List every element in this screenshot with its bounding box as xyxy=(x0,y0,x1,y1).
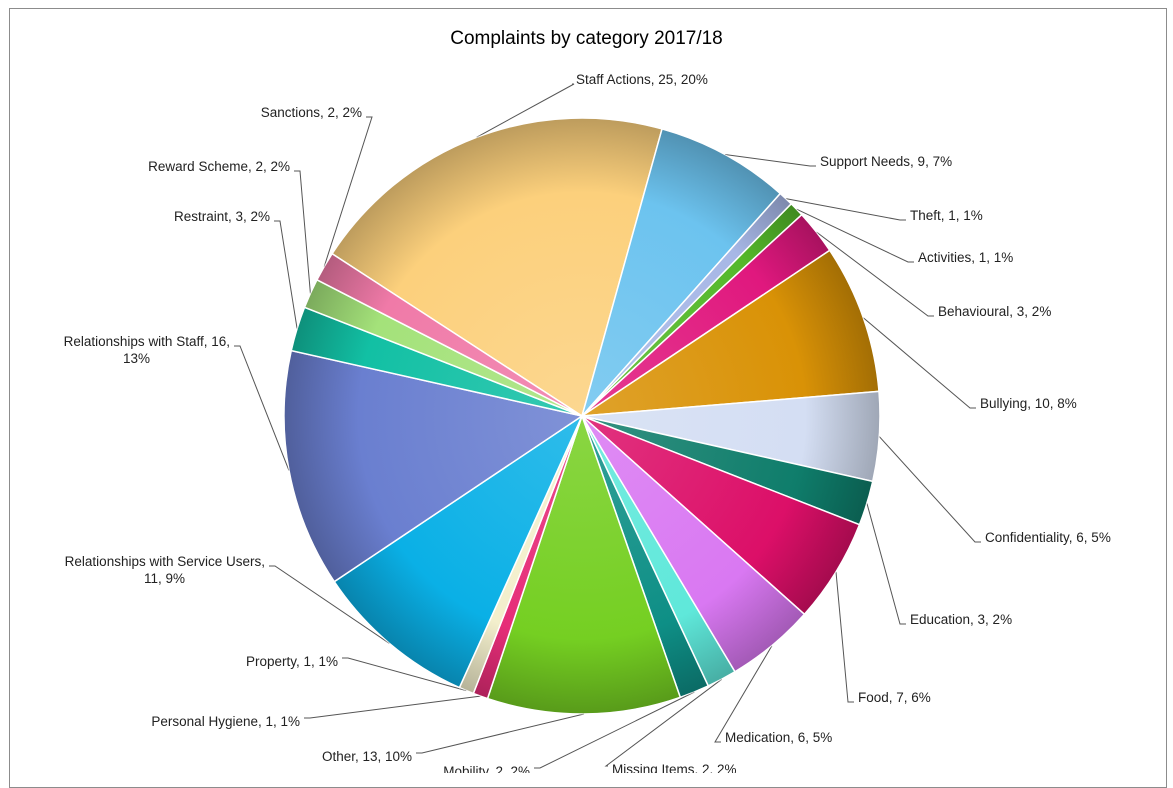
leader-line xyxy=(476,83,575,138)
data-label: Activities, 1, 1% xyxy=(918,250,1013,265)
data-label: Theft, 1, 1% xyxy=(910,208,983,223)
leader-line xyxy=(274,220,298,329)
data-label: Relationships with Staff, 16, 13% xyxy=(64,334,230,366)
data-label: Sanctions, 2, 2% xyxy=(261,105,362,120)
leader-line xyxy=(269,565,390,644)
data-label: Missing Items, 2, 2% xyxy=(612,762,737,773)
leader-line xyxy=(234,345,290,471)
leader-line xyxy=(724,154,816,167)
pie-rim xyxy=(283,117,881,715)
data-label: Reward Scheme, 2, 2% xyxy=(148,159,290,174)
data-label: Bullying, 10, 8% xyxy=(980,396,1077,411)
data-label: Staff Actions, 25, 20% xyxy=(576,72,708,87)
leader-line xyxy=(342,657,467,692)
leader-line xyxy=(294,170,311,294)
leader-line xyxy=(304,695,481,719)
leader-line xyxy=(878,436,981,543)
leader-line xyxy=(604,678,723,767)
data-label: Other, 13, 10% xyxy=(322,749,412,764)
data-label: Support Needs, 9, 7% xyxy=(820,154,952,169)
chart-title: Complaints by category 2017/18 xyxy=(450,28,723,49)
data-label: Personal Hygiene, 1, 1% xyxy=(151,714,300,729)
data-label: Relationships with Service Users, 11, 9% xyxy=(65,554,265,586)
leader-line xyxy=(534,691,695,769)
leader-line xyxy=(323,116,373,267)
leader-line xyxy=(866,503,906,625)
data-label: Behavioural, 3, 2% xyxy=(938,304,1051,319)
leader-line xyxy=(835,571,854,703)
leader-line xyxy=(416,713,585,754)
data-label: Restraint, 3, 2% xyxy=(174,209,270,224)
leader-line xyxy=(796,208,914,263)
data-label: Property, 1, 1% xyxy=(246,654,338,669)
data-label: Mobility, 2, 2% xyxy=(443,764,530,773)
leader-line xyxy=(816,231,934,317)
leader-line xyxy=(714,645,773,743)
data-label: Confidentiality, 6, 5% xyxy=(985,530,1111,545)
data-label: Medication, 6, 5% xyxy=(725,730,832,745)
leader-line xyxy=(862,317,976,409)
leader-line xyxy=(785,198,906,221)
data-label: Education, 3, 2% xyxy=(910,612,1012,627)
data-label: Food, 7, 6% xyxy=(858,690,931,705)
